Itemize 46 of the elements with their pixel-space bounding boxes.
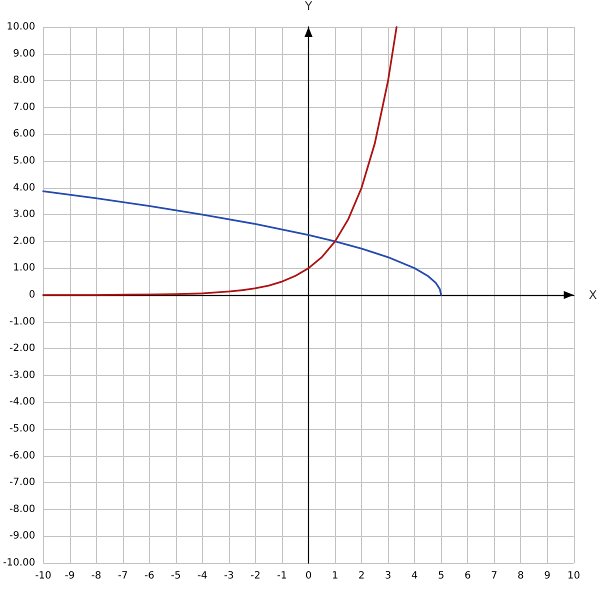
x-tick-label: -3 — [224, 570, 234, 582]
x-axis-title: X — [588, 288, 598, 302]
x-tick-label: -2 — [250, 570, 260, 582]
x-tick-label: 10 — [567, 570, 580, 582]
x-tick-label: 0 — [305, 570, 312, 582]
x-tick-label: 2 — [358, 570, 365, 582]
y-tick-label: -4.00 — [9, 396, 36, 408]
x-tick-label: 9 — [544, 570, 550, 582]
y-tick-label: -2.00 — [9, 343, 36, 354]
x-tick-label: 6 — [464, 570, 471, 582]
y-tick-label: 5.00 — [12, 156, 36, 166]
y-tick-label: 3.00 — [12, 209, 36, 220]
y-tick-label: 6.00 — [12, 128, 36, 140]
y-tick-label: 0 — [28, 290, 36, 300]
y-tick-label: 2.00 — [12, 236, 36, 247]
y-tick-label: 8.00 — [12, 75, 36, 86]
x-tick-label: 5 — [438, 570, 444, 582]
x-tick-label: -7 — [118, 570, 128, 582]
x-tick-label: 3 — [384, 570, 392, 582]
y-tick-label: -8.00 — [9, 504, 36, 515]
x-tick-label: -9 — [64, 570, 75, 582]
x-tick-label: -6 — [144, 570, 154, 582]
y-tick-label: -9.00 — [9, 530, 36, 542]
x-tick-label: 7 — [491, 570, 498, 582]
y-tick-label: 1.00 — [12, 262, 36, 274]
x-tick-label: -1 — [276, 570, 287, 582]
x-tick-label: -8 — [91, 570, 102, 582]
x-tick-label: 8 — [518, 570, 524, 582]
y-tick-label: 7.00 — [12, 102, 36, 113]
x-tick-label: -5 — [170, 570, 181, 582]
y-tick-label: -10.00 — [2, 558, 36, 568]
y-tick-label: -6.00 — [9, 450, 36, 462]
y-tick-label: -5.00 — [9, 424, 36, 434]
y-tick-label: 10.00 — [6, 22, 36, 32]
x-tick-label: 4 — [411, 570, 418, 582]
x-tick-label: -4 — [197, 570, 208, 582]
x-tick-label: -10 — [35, 570, 52, 582]
y-tick-label: -3.00 — [9, 370, 36, 381]
y-axis-title: Y — [304, 0, 313, 13]
y-tick-label: -7.00 — [9, 477, 36, 488]
y-tick-label: 4.00 — [12, 182, 36, 194]
y-tick-label: -1.00 — [9, 316, 36, 328]
line-series — [42, 190, 442, 296]
y-tick-label: 9.00 — [12, 48, 36, 60]
x-tick-label: 1 — [332, 570, 338, 582]
line-series — [42, 26, 398, 296]
